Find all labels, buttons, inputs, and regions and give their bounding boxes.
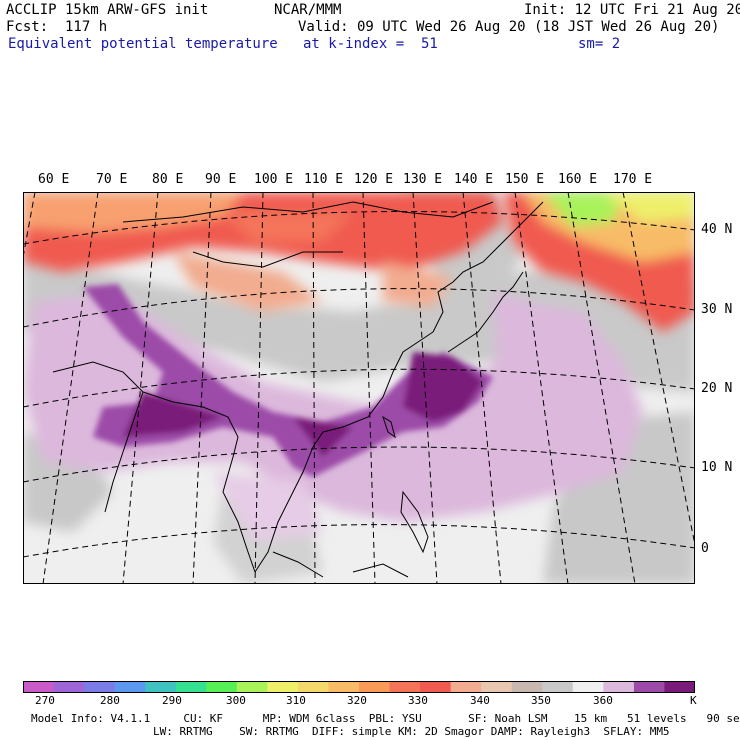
- colorbar-cell: [542, 681, 574, 693]
- colorbar-cells: [23, 681, 695, 693]
- colorbar: [23, 681, 695, 693]
- model-title: ACCLIP 15km ARW-GFS init: [6, 2, 209, 18]
- lat-label: 30 N: [701, 302, 733, 317]
- colorbar-cell: [297, 681, 329, 693]
- colorbar-cell: [114, 681, 146, 693]
- model-info-line2: LW: RRTMG SW: RRTMG DIFF: simple KM: 2D …: [153, 725, 670, 738]
- theta-e-map: [23, 192, 695, 584]
- colorbar-cell: [481, 681, 513, 693]
- lat-label: 20 N: [701, 381, 733, 396]
- lon-label: 60 E: [38, 172, 70, 187]
- colorbar-cell: [603, 681, 635, 693]
- lon-label: 120 E: [354, 172, 394, 187]
- colorbar-tick-label: 350: [531, 694, 551, 707]
- model-info-line1: Model Info: V4.1.1 CU: KF MP: WDM 6class…: [31, 712, 740, 725]
- colorbar-cell: [664, 681, 695, 693]
- colorbar-cell: [53, 681, 85, 693]
- colorbar-cell: [633, 681, 665, 693]
- field-name: Equivalent potential temperature: [8, 36, 278, 52]
- lon-label: 110 E: [304, 172, 344, 187]
- lat-label: 0: [701, 541, 709, 556]
- colorbar-tick-label: 290: [162, 694, 182, 707]
- colorbar-unit: K: [690, 694, 697, 707]
- lon-label: 100 E: [254, 172, 294, 187]
- colorbar-frame: [23, 681, 695, 693]
- colorbar-cell: [267, 681, 299, 693]
- colorbar-cell: [23, 681, 55, 693]
- colorbar-cell: [359, 681, 391, 693]
- colorbar-cell: [236, 681, 268, 693]
- forecast-hour: Fcst: 117 h: [6, 19, 108, 35]
- colorbar-cell: [420, 681, 452, 693]
- monsoon-band: [83, 284, 493, 477]
- lon-label: 150 E: [505, 172, 545, 187]
- lon-label: 130 E: [403, 172, 443, 187]
- init-time: Init: 12 UTC Fri 21 Aug 20: [524, 2, 740, 18]
- lon-label: 90 E: [205, 172, 237, 187]
- lat-label: 10 N: [701, 460, 733, 475]
- colorbar-tick-label: 280: [100, 694, 120, 707]
- colorbar-cell: [450, 681, 482, 693]
- colorbar-tick-label: 360: [593, 694, 613, 707]
- graticule: [23, 192, 695, 584]
- colorbar-cell: [572, 681, 604, 693]
- colorbar-tick-label: 270: [35, 694, 55, 707]
- level-index: at k-index = 51: [303, 36, 438, 52]
- map-frame: [23, 192, 695, 584]
- colorbar-cell: [328, 681, 360, 693]
- colorbar-tick-label: 330: [408, 694, 428, 707]
- valid-time: Valid: 09 UTC Wed 26 Aug 20 (18 JST Wed …: [298, 19, 720, 35]
- smoothing: sm= 2: [578, 36, 621, 52]
- coastlines: [52, 201, 544, 578]
- colorbar-cell: [206, 681, 238, 693]
- colorbar-cell: [389, 681, 421, 693]
- lon-label: 160 E: [558, 172, 598, 187]
- colorbar-cell: [84, 681, 116, 693]
- colorbar-cell: [175, 681, 207, 693]
- lon-label: 80 E: [152, 172, 184, 187]
- colorbar-tick-label: 320: [347, 694, 367, 707]
- colorbar-tick-label: 300: [226, 694, 246, 707]
- lon-label: 70 E: [96, 172, 128, 187]
- colorbar-cell: [145, 681, 177, 693]
- colorbar-tick-label: 310: [286, 694, 306, 707]
- colorbar-cell: [511, 681, 543, 693]
- lat-label: 40 N: [701, 222, 733, 237]
- moist-field: [23, 292, 643, 542]
- lon-label: 140 E: [454, 172, 494, 187]
- lon-label: 170 E: [613, 172, 653, 187]
- center-label: NCAR/MMM: [274, 2, 342, 18]
- colorbar-tick-label: 340: [470, 694, 490, 707]
